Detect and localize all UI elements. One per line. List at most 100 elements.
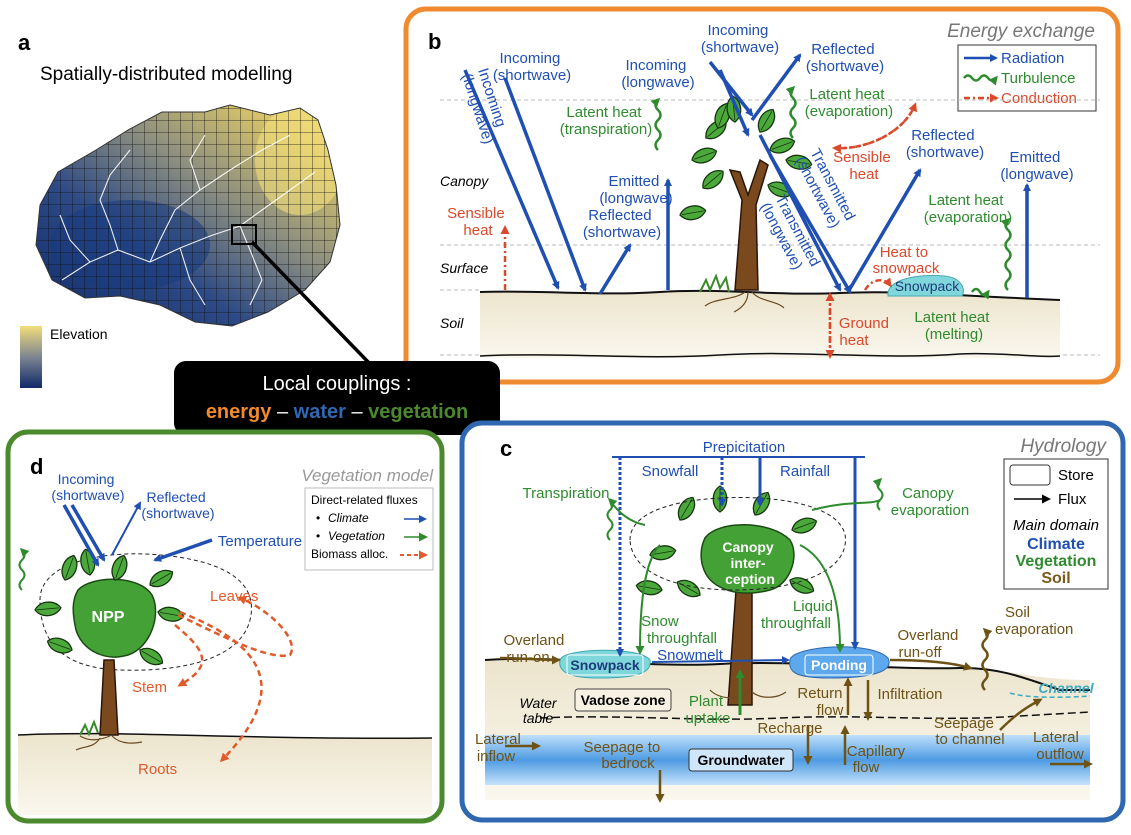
legend-biomass: Biomass alloc. — [311, 547, 388, 561]
npp-label: NPP — [92, 609, 125, 626]
legend-radiation: Radiation — [1001, 50, 1064, 67]
label-latent-melting: Latent heat (melting) — [914, 309, 993, 343]
label-ground-heat: Ground heat — [839, 315, 893, 349]
panel-b-title: Energy exchange — [947, 21, 1095, 42]
snowpack-store-c — [559, 649, 651, 679]
label-overland-run-on: Overland run-on — [503, 632, 568, 666]
ponding-label: Ponding — [811, 657, 867, 673]
elevation-legend-label: Elevation — [50, 326, 108, 342]
legend-bullet-climate: • — [316, 511, 320, 525]
panel-b-legend: Radiation Turbulence Conduction — [957, 44, 1097, 112]
label-plant-uptake: Plant uptake — [685, 693, 730, 727]
legend-direct-header: Direct-related fluxes — [311, 493, 418, 507]
label-lateral-inflow: Lateral inflow — [475, 731, 525, 765]
label-heat-to-snowpack: Heat to snowpack — [873, 244, 940, 277]
biomass-arrows — [174, 596, 294, 763]
label-channel: Channel — [1038, 680, 1094, 696]
label-seepage-to-channel: Seepage to channel — [934, 715, 1005, 748]
channel-line — [1009, 692, 1091, 698]
soil-body — [480, 290, 1060, 358]
label-capillary-flow: Capillary flow — [847, 743, 910, 776]
label-latent-transpiration: Latent heat (transpiration) — [560, 104, 653, 138]
label-recharge: Recharge — [757, 720, 822, 737]
panel-a-title: Spatially-distributed modelling — [40, 64, 292, 85]
label-snowfall: Snowfall — [642, 463, 699, 480]
legend-vegetation: Vegetation — [328, 529, 385, 543]
legend-domain-vegetation: Vegetation — [1016, 553, 1097, 570]
label-return-flow: Return flow — [797, 685, 846, 719]
layer-surface: Surface — [440, 260, 488, 276]
river-network — [59, 134, 316, 306]
tree-b — [678, 94, 814, 313]
label-liquid-throughfall: Liquid throughfall — [761, 598, 837, 632]
legend-domain-soil: Soil — [1041, 570, 1070, 587]
layer-canopy: Canopy — [440, 173, 489, 189]
panel-d: d Vegetation model Direct-related fluxes… — [5, 429, 445, 824]
label-lateral-outflow: Lateral outflow — [1033, 729, 1084, 763]
label-snow-throughfall: Snow throughfall — [641, 613, 717, 647]
catchment-dem-map — [35, 104, 341, 327]
groundwater-label: Groundwater — [697, 752, 785, 768]
vadose-zone-store — [574, 688, 672, 712]
label-sensible-left: Sensible heat — [447, 205, 509, 239]
label-soil-evaporation: Soil evaporation — [995, 604, 1073, 638]
label-rainfall: Rainfall — [780, 463, 830, 480]
tree-d — [33, 547, 186, 751]
elevation-colorbar — [20, 326, 42, 388]
legend-climate: Climate — [328, 511, 369, 525]
panel-c-legend: Store Flux Main domain Climate Vegetatio… — [1003, 458, 1109, 590]
local-couplings-box: Local couplings : energy – water – veget… — [174, 361, 500, 435]
soil-fluxes — [499, 627, 1093, 803]
label-incoming-sw-top: Incoming (shortwave) — [701, 22, 779, 56]
layer-soil: Soil — [440, 315, 464, 331]
label-d-stem: Stem — [132, 679, 167, 696]
label-reflected-sw-mid: Reflected (shortwave) — [583, 207, 661, 241]
legend-turbulence: Turbulence — [1001, 70, 1076, 87]
label-incoming-sw-left: Incoming (shortwave) — [493, 50, 571, 84]
conduction-arrows-b — [500, 102, 917, 359]
couplings-keywords: energy – water – vegetation — [206, 401, 468, 423]
label-latent-evaporation-right: Latent heat (evaporation) — [924, 192, 1012, 226]
legend-store: Store — [1058, 467, 1094, 484]
panel-b: b Energy exchange Radiation Turbulence C… — [403, 6, 1121, 385]
groundwater-store — [688, 748, 794, 772]
panel-b-letter: b — [428, 29, 441, 54]
canopy-interception-store: Canopy inter- ception — [722, 539, 777, 587]
panel-a: a Spatially-distributed modelling — [18, 30, 341, 388]
label-transpiration: Transpiration — [523, 485, 610, 502]
tree-c — [634, 485, 820, 706]
label-latent-evaporation-top: Latent heat (evaporation) — [805, 86, 893, 120]
label-d-temperature: Temperature — [218, 533, 302, 550]
label-reflected-sw-right: Reflected (shortwave) — [906, 127, 984, 161]
label-water-table: Water table — [520, 695, 561, 726]
panel-c-title: Hydrology — [1020, 436, 1107, 457]
panel-d-letter: d — [30, 454, 43, 479]
snowpack-b-label: Snowpack — [895, 278, 961, 294]
label-emitted-lw-right: Emitted (longwave) — [1000, 149, 1073, 183]
label-seepage-to-bedrock: Seepage to bedrock — [584, 739, 665, 772]
legend-flux: Flux — [1058, 491, 1087, 508]
label-reflected-sw-top: Reflected (shortwave) — [806, 41, 884, 75]
label-d-incoming: Incoming (shortwave) — [51, 471, 124, 503]
label-sensible-top: Sensible heat — [833, 149, 895, 183]
snowpack-c-label: Snowpack — [570, 657, 639, 673]
water-table-line — [539, 711, 1091, 720]
radiation-arrows-d — [62, 501, 213, 567]
legend-domain-climate: Climate — [1027, 536, 1085, 553]
label-snowmelt: Snowmelt — [657, 647, 724, 664]
panel-a-letter: a — [18, 30, 31, 55]
label-emitted-lw-mid: Emitted (longwave) — [599, 173, 672, 207]
vegetation-fluxes — [606, 477, 884, 715]
legend-bullet-vegetation: • — [316, 529, 320, 543]
panel-d-legend: Direct-related fluxes • Climate • Vegeta… — [304, 487, 434, 571]
snowpack-b — [887, 275, 964, 297]
panel-c-letter: c — [500, 436, 512, 461]
legend-main-domain: Main domain — [1013, 517, 1099, 534]
label-d-roots: Roots — [138, 761, 177, 778]
zoom-connector-line — [250, 240, 374, 368]
precipitation-arrows — [612, 456, 865, 657]
label-incoming-lw-mid: Incoming (longwave) — [621, 57, 694, 91]
zoom-cell — [231, 224, 257, 245]
vadose-label: Vadose zone — [581, 692, 666, 708]
